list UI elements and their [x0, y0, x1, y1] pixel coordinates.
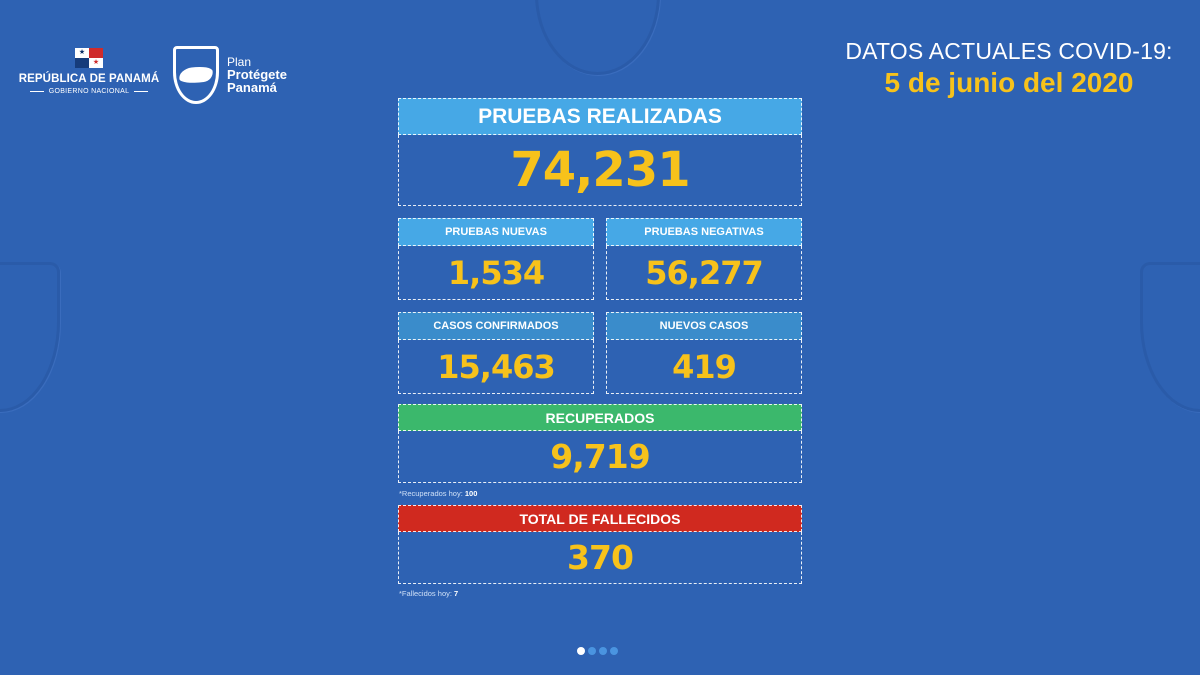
card-label: PRUEBAS NEGATIVAS	[606, 218, 802, 246]
card-value: 74,231	[398, 135, 802, 206]
card-total-fallecidos: TOTAL DE FALLECIDOS 370	[398, 505, 802, 584]
panama-flag-icon: ★ ★	[75, 48, 103, 68]
card-label: RECUPERADOS	[398, 404, 802, 431]
card-value: 419	[606, 340, 802, 394]
background-shield-icon	[1140, 262, 1200, 412]
government-logo: ★ ★ REPÚBLICA DE PANAMÁ GOBIERNO NACIONA…	[18, 48, 160, 95]
plan-protegete-logo: Plan Protégete Panamá	[173, 46, 287, 104]
data-header: DATOS ACTUALES COVID-19: 5 de junio del …	[834, 38, 1184, 99]
pager-dot-2[interactable]	[588, 647, 596, 655]
background-shield-icon	[535, 0, 660, 75]
card-pruebas-negativas: PRUEBAS NEGATIVAS 56,277	[606, 218, 802, 300]
carousel-pager	[577, 647, 618, 655]
shield-map-icon	[173, 46, 219, 104]
pager-dot-4[interactable]	[610, 647, 618, 655]
datos-title: DATOS ACTUALES COVID-19:	[845, 38, 1173, 64]
note-recuperados-hoy: *Recuperados hoy: 100	[399, 489, 478, 498]
card-recuperados: RECUPERADOS 9,719	[398, 404, 802, 483]
card-casos-confirmados: CASOS CONFIRMADOS 15,463	[398, 312, 594, 394]
report-date: 5 de junio del 2020	[884, 67, 1134, 98]
card-label: PRUEBAS NUEVAS	[398, 218, 594, 246]
note-fallecidos-hoy: *Fallecidos hoy: 7	[399, 589, 459, 598]
pager-dot-1[interactable]	[577, 647, 585, 655]
card-pruebas-realizadas: PRUEBAS REALIZADAS 74,231	[398, 98, 802, 206]
government-title: REPÚBLICA DE PANAMÁ	[18, 73, 160, 85]
card-value: 9,719	[398, 431, 802, 483]
card-value: 370	[398, 532, 802, 584]
card-nuevos-casos: NUEVOS CASOS 419	[606, 312, 802, 394]
background-shield-icon	[0, 262, 60, 412]
card-value: 56,277	[606, 246, 802, 300]
government-subtitle: GOBIERNO NACIONAL	[18, 88, 160, 95]
card-value: 15,463	[398, 340, 594, 394]
card-label: TOTAL DE FALLECIDOS	[398, 505, 802, 532]
card-label: CASOS CONFIRMADOS	[398, 312, 594, 340]
pager-dot-3[interactable]	[599, 647, 607, 655]
card-value: 1,534	[398, 246, 594, 300]
card-label: NUEVOS CASOS	[606, 312, 802, 340]
card-pruebas-nuevas: PRUEBAS NUEVAS 1,534	[398, 218, 594, 300]
card-label: PRUEBAS REALIZADAS	[398, 98, 802, 135]
